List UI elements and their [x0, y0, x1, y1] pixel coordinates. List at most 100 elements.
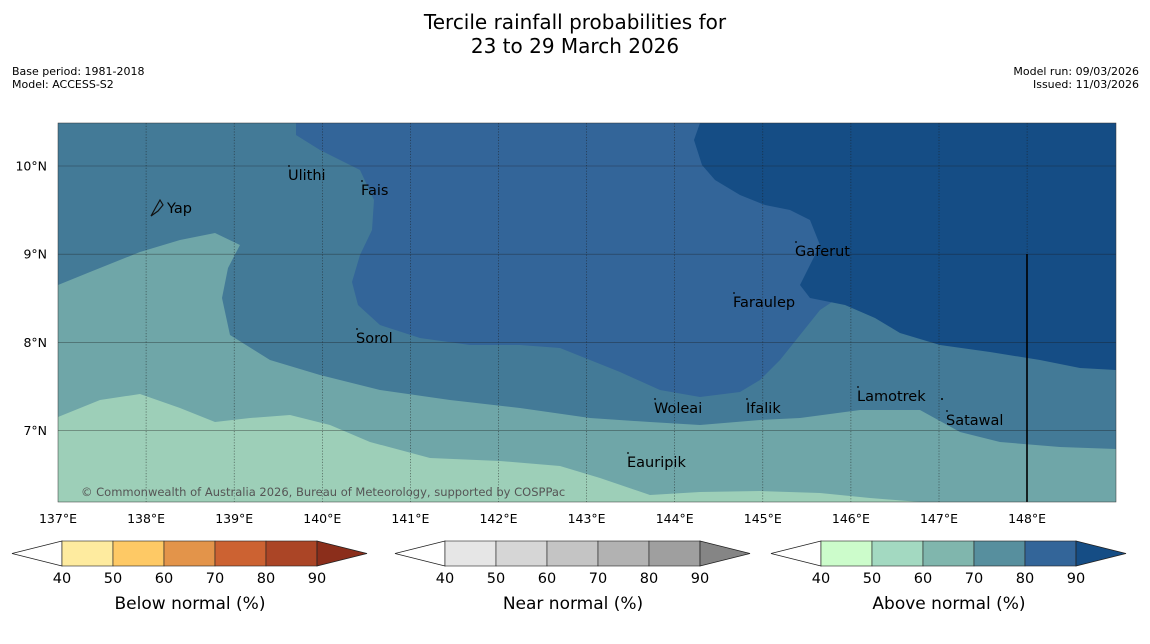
colorbar-tick: 40	[436, 571, 454, 587]
colorbar-tick: 90	[691, 571, 709, 587]
colorbar-tick: 60	[914, 571, 932, 587]
colorbar-segment	[922, 540, 975, 567]
colorbar-tick: 90	[1067, 571, 1085, 587]
colorbar-right-extend	[316, 540, 368, 567]
gridlines	[58, 123, 1116, 502]
colorbar-tick: 70	[589, 571, 607, 587]
colorbars: 40 50 60 70 80 90 40 50 60 70 80 90 40 50 60 70 80 90	[11, 540, 1127, 587]
place-label-satawal: Satawal	[946, 413, 1003, 429]
map-title-line2: 23 to 29 March 2026	[470, 34, 680, 58]
colorbar-tick: 60	[538, 571, 556, 587]
colorbar-tick: 90	[308, 571, 326, 587]
base-period: Base period: 1981-2018	[12, 65, 145, 78]
latitude-label: 8°N	[23, 335, 47, 350]
yap-island-outline	[150, 198, 164, 217]
latitude-label: 7°N	[23, 423, 47, 438]
map-title-line1: Tercile rainfall probabilities for	[423, 10, 727, 34]
model-name: Model: ACCESS-S2	[12, 78, 114, 91]
colorbar-segment	[1024, 540, 1077, 567]
place-label-gaferut: Gaferut	[795, 244, 850, 260]
longitude-label: 144°E	[656, 511, 694, 526]
latitude-label: 9°N	[23, 247, 47, 262]
colorbar-tick: 40	[812, 571, 830, 587]
island-marker	[857, 386, 859, 388]
island-marker	[654, 398, 656, 400]
colorbar-segment	[820, 540, 873, 567]
meta-left: Base period: 1981-2018 Model: ACCESS-S2	[12, 65, 144, 91]
colorbar-right-extend	[1075, 540, 1127, 567]
longitude-label: 140°E	[303, 511, 341, 526]
field-40-50	[58, 394, 920, 502]
longitude-label: 139°E	[215, 511, 253, 526]
colorbar-tick: 70	[965, 571, 983, 587]
colorbar-segment	[112, 540, 165, 567]
colorbar-segment	[546, 540, 599, 567]
colorbar-label-near: Near normal (%)	[502, 594, 644, 614]
place-label-fais: Fais	[361, 183, 388, 199]
longitude-label: 148°E	[1008, 511, 1046, 526]
colorbar-segment	[648, 540, 701, 567]
island-marker	[361, 180, 363, 182]
colorbar-segment	[973, 540, 1026, 567]
longitude-label: 145°E	[744, 511, 782, 526]
place-label-lamotrek: Lamotrek	[857, 389, 926, 405]
colorbar-tick: 80	[257, 571, 275, 587]
island-dot	[941, 398, 943, 400]
island-marker	[288, 165, 290, 167]
colorbar-left-extend	[11, 540, 63, 567]
colorbar-tick: 40	[53, 571, 71, 587]
colorbar-segment	[597, 540, 650, 567]
longitude-label: 146°E	[832, 511, 870, 526]
place-label-yap: Yap	[166, 201, 192, 217]
colorbar-tick: 70	[206, 571, 224, 587]
colorbar-label-below: Below normal (%)	[114, 594, 266, 614]
map-frame	[57, 122, 1117, 503]
place-labels: Yap Ulithi Fais Gaferut Faraulep Sorol Lamotre…	[166, 165, 1003, 471]
colorbar-segment	[444, 540, 497, 567]
colorbar-0: 40 50 60 70 80 90	[11, 540, 368, 587]
probability-fields	[58, 123, 1116, 502]
place-label-eauripik: Eauripik	[627, 455, 686, 471]
colorbar-tick: 50	[863, 571, 881, 587]
longitude-label: 147°E	[920, 511, 958, 526]
colorbar-1: 40 50 60 70 80 90	[394, 540, 751, 587]
colorbar-tick: 50	[487, 571, 505, 587]
colorbar-tick: 80	[640, 571, 658, 587]
island-marker	[356, 328, 358, 330]
colorbar-tick: 80	[1016, 571, 1034, 587]
island-marker	[946, 410, 948, 412]
longitude-label: 142°E	[479, 511, 517, 526]
colorbar-segment	[61, 540, 114, 567]
longitude-label: 143°E	[568, 511, 606, 526]
colorbar-segment	[871, 540, 924, 567]
issued-date: Issued: 11/03/2026	[1032, 78, 1139, 91]
colorbar-right-extend	[699, 540, 751, 567]
longitude-label: 138°E	[127, 511, 165, 526]
colorbar-segment	[214, 540, 267, 567]
place-label-woleai: Woleai	[654, 401, 702, 417]
colorbar-left-extend	[770, 540, 822, 567]
colorbar-tick: 60	[155, 571, 173, 587]
model-run: Model run: 09/03/2026	[1013, 65, 1139, 78]
colorbar-segment	[495, 540, 548, 567]
colorbar-segment	[265, 540, 318, 567]
colorbar-2: 40 50 60 70 80 90	[770, 540, 1127, 587]
latitude-label: 10°N	[15, 159, 47, 174]
place-label-ifalik: Ifalik	[746, 401, 781, 417]
field-80-90	[694, 123, 1116, 370]
latitude-labels: 10°N 9°N 8°N 7°N	[15, 159, 47, 439]
meta-right: Model run: 09/03/2026 Issued: 11/03/2026	[1013, 65, 1139, 91]
island-marker	[746, 398, 748, 400]
colorbar-tick: 50	[104, 571, 122, 587]
place-label-sorol: Sorol	[356, 331, 393, 347]
longitude-labels: 137°E 138°E 139°E 140°E 141°E 142°E 143°E 144°E…	[39, 511, 1046, 526]
longitude-label: 137°E	[39, 511, 77, 526]
island-marker	[627, 452, 629, 454]
colorbar-left-extend	[394, 540, 446, 567]
place-label-faraulep: Faraulep	[733, 295, 795, 311]
colorbar-segment	[163, 540, 216, 567]
longitude-label: 141°E	[391, 511, 429, 526]
place-label-ulithi: Ulithi	[288, 168, 326, 184]
credit-text: © Commonwealth of Australia 2026, Bureau…	[81, 485, 565, 499]
